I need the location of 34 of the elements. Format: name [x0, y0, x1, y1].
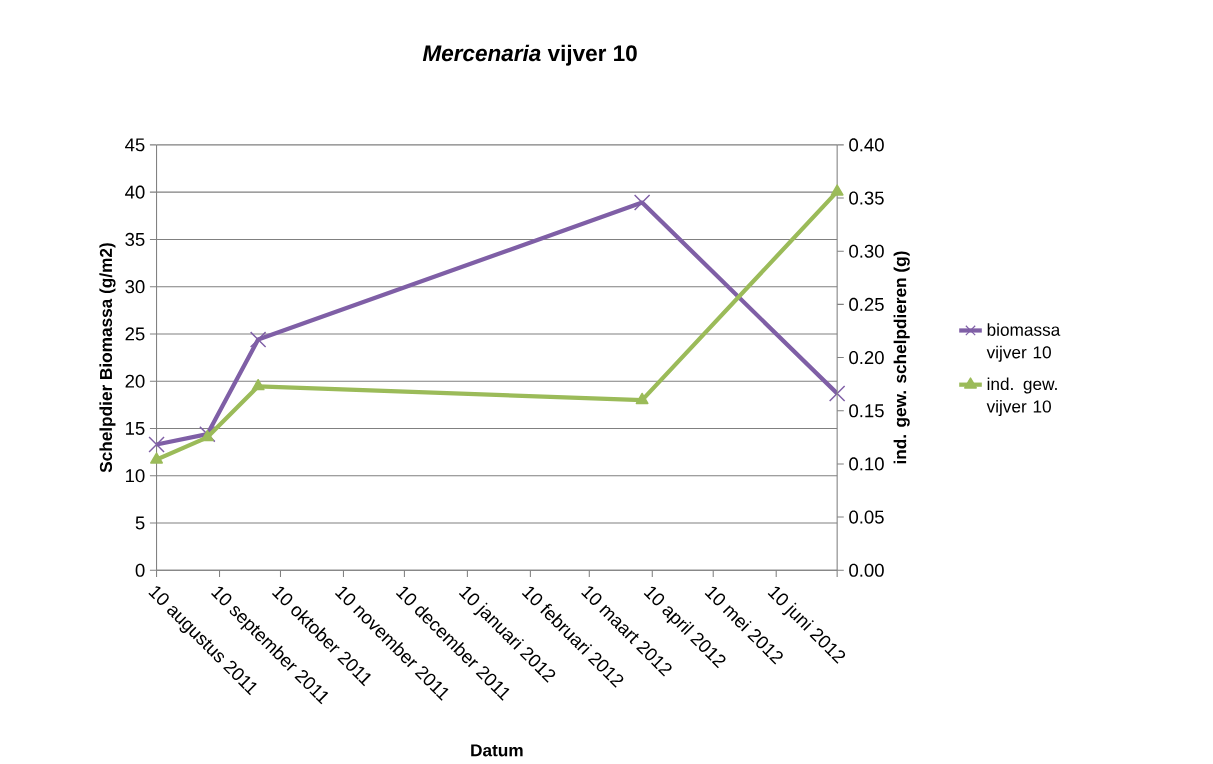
y2-tick-label: 0.25 — [849, 297, 884, 312]
point — [635, 392, 649, 405]
y2-tick-label: 0.00 — [849, 563, 884, 577]
y-tick-label: 20 — [125, 374, 145, 388]
point — [251, 379, 265, 391]
y-tick-label: 30 — [125, 280, 145, 294]
point — [249, 331, 267, 348]
chart-title: Mercenaria vijver 10 — [422, 44, 637, 66]
y-tick-label: 0 — [135, 563, 145, 577]
y2-tick-label: 0.40 — [849, 138, 884, 152]
y2-tick-label: 0.15 — [849, 404, 884, 418]
point — [148, 436, 165, 453]
legend-label: biomassa vijver 10 — [986, 323, 1061, 362]
y2-axis-title: ind. gew. schelpdieren (g) — [893, 251, 910, 464]
point — [828, 385, 846, 402]
y-tick-label: 25 — [125, 327, 145, 341]
y-tick-label: 40 — [125, 185, 145, 199]
x-axis-title: Datum — [471, 744, 523, 757]
y2-tick-label: 0.20 — [849, 351, 884, 365]
legend-label: ind. gew. vijver 10 — [986, 377, 1057, 417]
y-tick-label: 10 — [126, 469, 145, 483]
y2-tick-label: 0.10 — [849, 457, 884, 471]
y-tick-label: 45 — [125, 138, 145, 152]
point — [200, 430, 214, 442]
point — [830, 184, 844, 196]
point — [150, 452, 164, 464]
y2-tick-label: 0.35 — [849, 191, 884, 205]
y-tick-label: 5 — [135, 516, 145, 530]
y-tick-label: 15 — [126, 422, 145, 436]
y2-tick-label: 0.30 — [849, 244, 884, 258]
y-tick-label: 35 — [125, 232, 145, 247]
y2-tick-label: 0.05 — [849, 510, 884, 524]
point — [633, 194, 651, 211]
y-axis-title: Schelpdier Biomassa (g/m2) — [99, 243, 116, 473]
